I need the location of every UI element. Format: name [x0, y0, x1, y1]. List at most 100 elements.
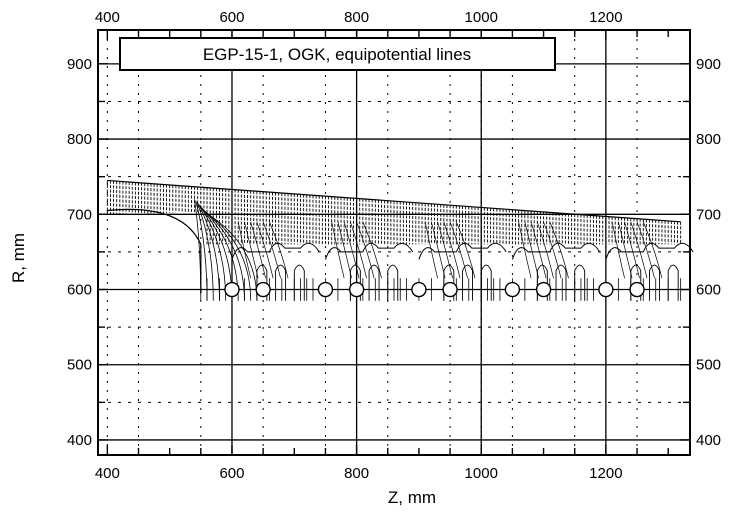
- electrode-ring: [255, 281, 271, 298]
- cell-fan: [617, 221, 633, 279]
- cell-fan: [431, 221, 446, 279]
- x-tick-label-top: 800: [344, 9, 369, 26]
- envelope-line: [107, 179, 681, 223]
- y-tick-label-right: 700: [696, 206, 721, 223]
- cell-fan: [530, 221, 547, 279]
- fan-line: [204, 210, 252, 301]
- x-tick-label-top: 400: [95, 9, 120, 26]
- cell-fan: [455, 221, 476, 279]
- cell-fan: [437, 221, 453, 279]
- y-tick-label-left: 700: [67, 206, 92, 223]
- y-tick-label-right: 800: [696, 131, 721, 148]
- y-tick-label-left: 800: [67, 131, 92, 148]
- u-contour: [630, 264, 642, 301]
- u-contour: [443, 264, 455, 301]
- x-tick-label-bottom: 1000: [465, 465, 498, 482]
- u-contour: [349, 264, 361, 301]
- fan-line: [203, 209, 245, 301]
- legend-box: EGP-15-1, OGK, equipotential lines: [119, 37, 556, 71]
- cell-contour: [418, 242, 507, 260]
- u-contour: [649, 264, 660, 301]
- cell-fan: [449, 221, 468, 279]
- cell-fan: [343, 221, 360, 279]
- y-tick-label-left: 900: [67, 56, 92, 73]
- axes-frame: [97, 29, 691, 456]
- y-tick-label-left: 600: [67, 282, 92, 299]
- cell-fan: [237, 221, 252, 279]
- y-axis-title: R, mm: [9, 233, 28, 283]
- cell-fan: [244, 221, 259, 279]
- cell-fan: [424, 221, 438, 279]
- u-contour: [256, 264, 268, 301]
- cell-fan: [337, 221, 352, 279]
- u-contour: [462, 264, 473, 301]
- u-contour: [574, 264, 586, 301]
- y-tick-label-left: 400: [67, 432, 92, 449]
- y-tick-label-right: 500: [696, 357, 721, 374]
- electrode-ring: [411, 281, 427, 298]
- cell-fan: [350, 221, 367, 279]
- chart-title: EGP-15-1, OGK, equipotential lines: [203, 45, 471, 64]
- electrode-ring: [224, 281, 240, 298]
- cell-contour: [605, 242, 694, 260]
- y-tick-label-right: 900: [696, 56, 721, 73]
- cell-fan: [611, 221, 625, 279]
- x-tick-label-top: 1200: [589, 9, 622, 26]
- cell-fan: [443, 221, 461, 279]
- x-tick-label-bottom: 800: [344, 465, 369, 482]
- cell-fan: [636, 221, 655, 279]
- axis-ticks: [98, 30, 690, 455]
- cell-fan: [262, 221, 281, 279]
- cell-fan: [518, 221, 532, 279]
- u-contour: [387, 264, 399, 301]
- cell-fan: [549, 221, 569, 279]
- y-tick-label-right: 400: [696, 432, 721, 449]
- u-contour: [480, 264, 492, 301]
- cell-fan: [269, 221, 289, 279]
- x-axis-title: Z, mm: [388, 488, 436, 507]
- electrode-ring: [504, 281, 521, 298]
- x-tick-label-bottom: 600: [219, 465, 244, 482]
- inlet-edge: [107, 208, 202, 294]
- y-tick-label-left: 500: [67, 357, 92, 374]
- cell-fan: [256, 221, 274, 279]
- cell-fan: [624, 221, 640, 279]
- cell-contour: [511, 242, 601, 260]
- cell-contour: [324, 242, 414, 260]
- u-contour: [368, 264, 380, 301]
- cell-fan: [642, 221, 663, 279]
- electrode-ring: [348, 281, 365, 298]
- cell-fan: [536, 221, 554, 279]
- cell-fan: [524, 221, 539, 279]
- cell-fan: [331, 221, 345, 279]
- u-contour: [667, 264, 679, 301]
- x-tick-label-bottom: 400: [95, 465, 120, 482]
- cell-contour: [231, 242, 320, 260]
- electrode-ring: [629, 281, 645, 298]
- cell-fan: [630, 221, 648, 279]
- y-tick-label-right: 600: [696, 282, 721, 299]
- cell-fan: [543, 221, 562, 279]
- electrode-ring: [535, 281, 552, 298]
- electrode-ring: [442, 281, 458, 298]
- cell-fan: [250, 221, 266, 279]
- x-tick-label-top: 1000: [465, 9, 498, 26]
- legend-frame: [119, 37, 556, 71]
- u-contour: [275, 264, 287, 301]
- equipotential-lines: [106, 179, 694, 301]
- electrode-ring: [317, 281, 334, 298]
- electrode-ring: [598, 281, 614, 298]
- u-contour: [293, 264, 305, 301]
- x-tick-label-top: 600: [219, 9, 244, 26]
- u-contour: [555, 264, 567, 301]
- fan-line: [196, 202, 214, 301]
- x-tick-label-bottom: 1200: [589, 465, 622, 482]
- electrode-rings: [224, 281, 645, 298]
- cell-fan: [362, 221, 382, 279]
- u-contour: [536, 264, 548, 301]
- fan-line: [194, 199, 202, 301]
- plot-frame: [97, 29, 691, 456]
- cell-fan: [356, 221, 375, 279]
